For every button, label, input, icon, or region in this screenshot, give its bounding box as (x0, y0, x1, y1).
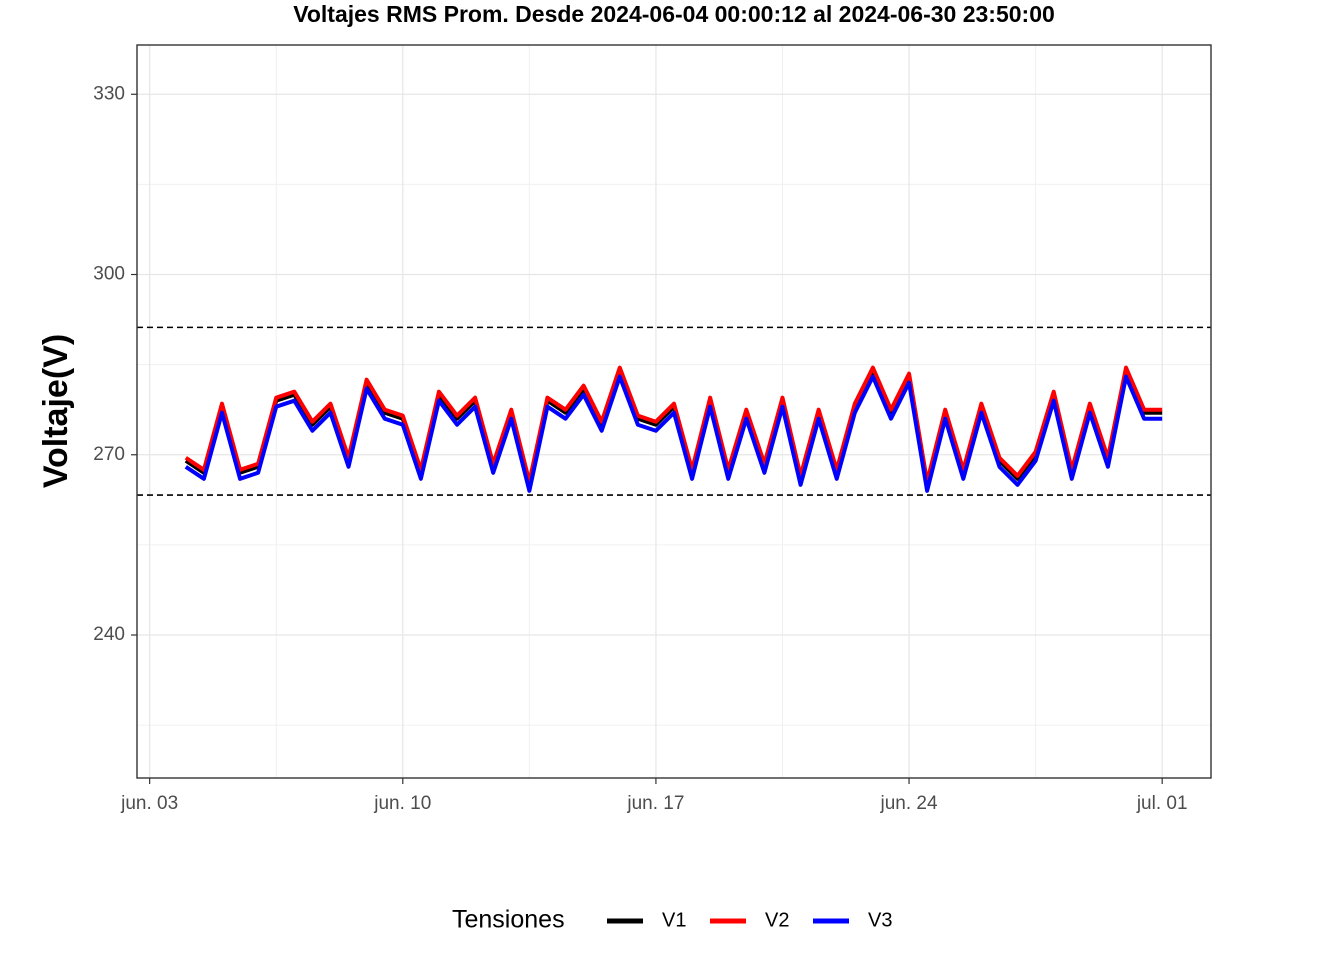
series-line (184, 365, 1163, 484)
x-tick-label: jun. 24 (880, 793, 938, 814)
x-tick-label: jun. 03 (120, 793, 178, 814)
y-tick-label: 330 (93, 83, 125, 104)
y-tick-label: 270 (93, 444, 125, 465)
series-line (184, 374, 1163, 493)
y-tick-label: 300 (93, 264, 125, 285)
y-tick-label: 240 (93, 624, 125, 645)
legend-label: V3 (868, 909, 892, 931)
legend-title: Tensiones (452, 906, 565, 934)
x-tick-label: jun. 10 (373, 793, 431, 814)
y-axis-label: Voltaje(V) (37, 334, 75, 488)
legend-label: V1 (662, 909, 686, 931)
plot-border (136, 44, 1212, 779)
x-tick-label: jul. 01 (1136, 793, 1188, 814)
legend-label: V2 (765, 909, 789, 931)
x-tick-label: jun. 17 (626, 793, 684, 814)
chart-title: Voltajes RMS Prom. Desde 2024-06-04 00:0… (293, 1, 1055, 27)
